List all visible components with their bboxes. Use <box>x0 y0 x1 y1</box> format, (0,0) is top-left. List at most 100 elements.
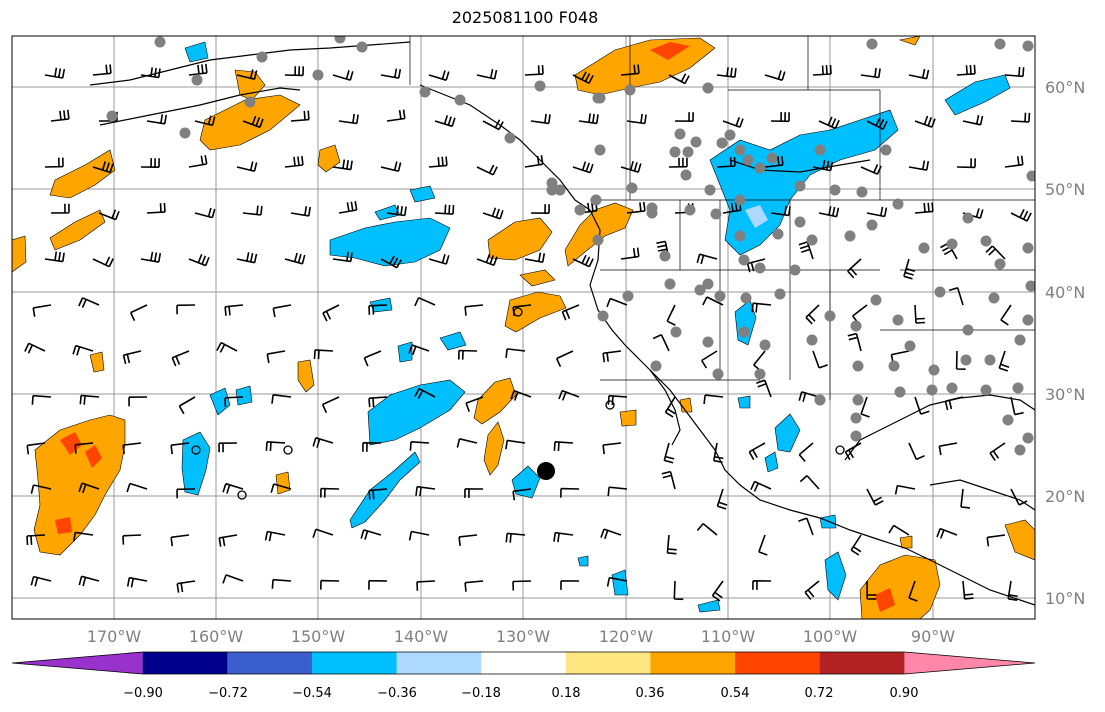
station-marker <box>806 234 818 246</box>
station-marker <box>789 264 801 276</box>
wind-barb <box>368 396 388 408</box>
wind-barb <box>458 349 478 360</box>
wind-barb <box>530 113 551 125</box>
wind-barb <box>1000 304 1012 326</box>
wind-barb <box>798 517 814 536</box>
station-marker <box>592 234 604 246</box>
wind-barb <box>26 534 46 546</box>
lon-label: 160°W <box>189 627 244 646</box>
wind-barb <box>332 70 354 81</box>
wind-barb <box>894 484 916 495</box>
wind-barb <box>956 158 976 169</box>
wind-barb <box>770 205 791 217</box>
colorbar-swatch <box>311 652 398 674</box>
station-marker <box>880 144 892 156</box>
wind-barb <box>764 70 786 81</box>
wind-barb <box>758 534 768 556</box>
wind-barb <box>482 207 504 220</box>
wind-barb <box>1004 66 1025 78</box>
station-marker <box>702 336 714 348</box>
wind-barb <box>530 204 550 214</box>
wind-barb <box>414 296 436 307</box>
wind-barb <box>224 304 244 316</box>
wind-barb <box>602 442 622 455</box>
wind-barb <box>271 394 292 404</box>
positive-anomaly-regions <box>12 36 1035 619</box>
wind-barb <box>888 524 910 536</box>
station-marker <box>740 292 752 304</box>
station-marker <box>1022 432 1034 444</box>
station-marker <box>590 194 602 206</box>
wind-barb <box>98 209 120 221</box>
colorbar-tick-label: 0.36 <box>636 686 665 701</box>
colorbar-tick-label: −0.90 <box>123 686 163 701</box>
wind-barb <box>561 304 580 321</box>
station-marker <box>934 286 946 298</box>
wind-barb <box>860 396 870 418</box>
wind-barb <box>368 304 388 315</box>
station-marker <box>594 144 606 156</box>
wind-barb <box>458 534 478 546</box>
colorbar-swatch <box>12 652 143 674</box>
wind-barb <box>380 255 402 269</box>
wind-barb <box>176 580 196 593</box>
wind-barb <box>752 580 772 590</box>
wind-barb <box>673 580 684 601</box>
wind-barb <box>716 488 728 510</box>
station-marker <box>106 110 118 122</box>
wind-barb <box>271 578 292 589</box>
colorbar <box>11 651 1036 675</box>
wind-barb <box>476 164 498 176</box>
wind-barb <box>32 304 52 317</box>
station-marker <box>994 38 1006 50</box>
wind-barb <box>674 112 694 122</box>
hollow-markers <box>191 307 845 500</box>
station-marker <box>844 230 856 242</box>
station-marker <box>1022 40 1034 52</box>
station-marker <box>754 368 766 380</box>
wind-barb <box>332 251 353 263</box>
station-marker <box>852 394 864 406</box>
station-marker <box>772 228 784 240</box>
wind-barb <box>847 258 862 279</box>
station-marker <box>504 132 516 144</box>
station-marker <box>960 354 972 366</box>
wind-barb <box>512 580 532 591</box>
lat-label: 30°N <box>1045 385 1085 404</box>
station-marker <box>669 146 681 158</box>
wind-barb <box>620 64 640 76</box>
wind-barb <box>989 442 1006 462</box>
wind-barb <box>866 488 884 506</box>
station-marker <box>794 216 806 228</box>
wind-barb <box>524 252 546 263</box>
station-marker <box>892 314 904 326</box>
station-marker <box>734 230 746 242</box>
wind-barb <box>363 350 382 367</box>
wind-barb <box>510 389 532 401</box>
lon-label: 150°W <box>291 627 346 646</box>
station-marker <box>659 250 671 262</box>
station-marker <box>256 51 268 63</box>
colorbar-tick-label: −0.54 <box>292 686 332 701</box>
wind-barb <box>716 156 736 168</box>
wind-barb <box>312 528 334 539</box>
wind-barb <box>92 64 112 76</box>
wind-barb <box>140 67 161 79</box>
wind-barb <box>322 304 340 322</box>
lat-label: 50°N <box>1045 180 1085 199</box>
wind-barb <box>176 488 196 499</box>
wind-barb <box>908 160 930 171</box>
lon-label: 120°W <box>599 627 654 646</box>
station-marker <box>454 94 466 106</box>
wind-barb <box>908 580 918 602</box>
wind-barb <box>716 67 737 78</box>
wind-barb <box>24 342 46 354</box>
lat-label: 10°N <box>1045 589 1085 608</box>
wind-barb <box>722 201 742 214</box>
wind-barb <box>756 379 772 398</box>
station-marker <box>814 394 826 406</box>
station-marker <box>926 384 938 396</box>
wind-barb <box>847 332 862 352</box>
wind-barb <box>804 580 820 600</box>
wind-barb <box>408 530 430 541</box>
